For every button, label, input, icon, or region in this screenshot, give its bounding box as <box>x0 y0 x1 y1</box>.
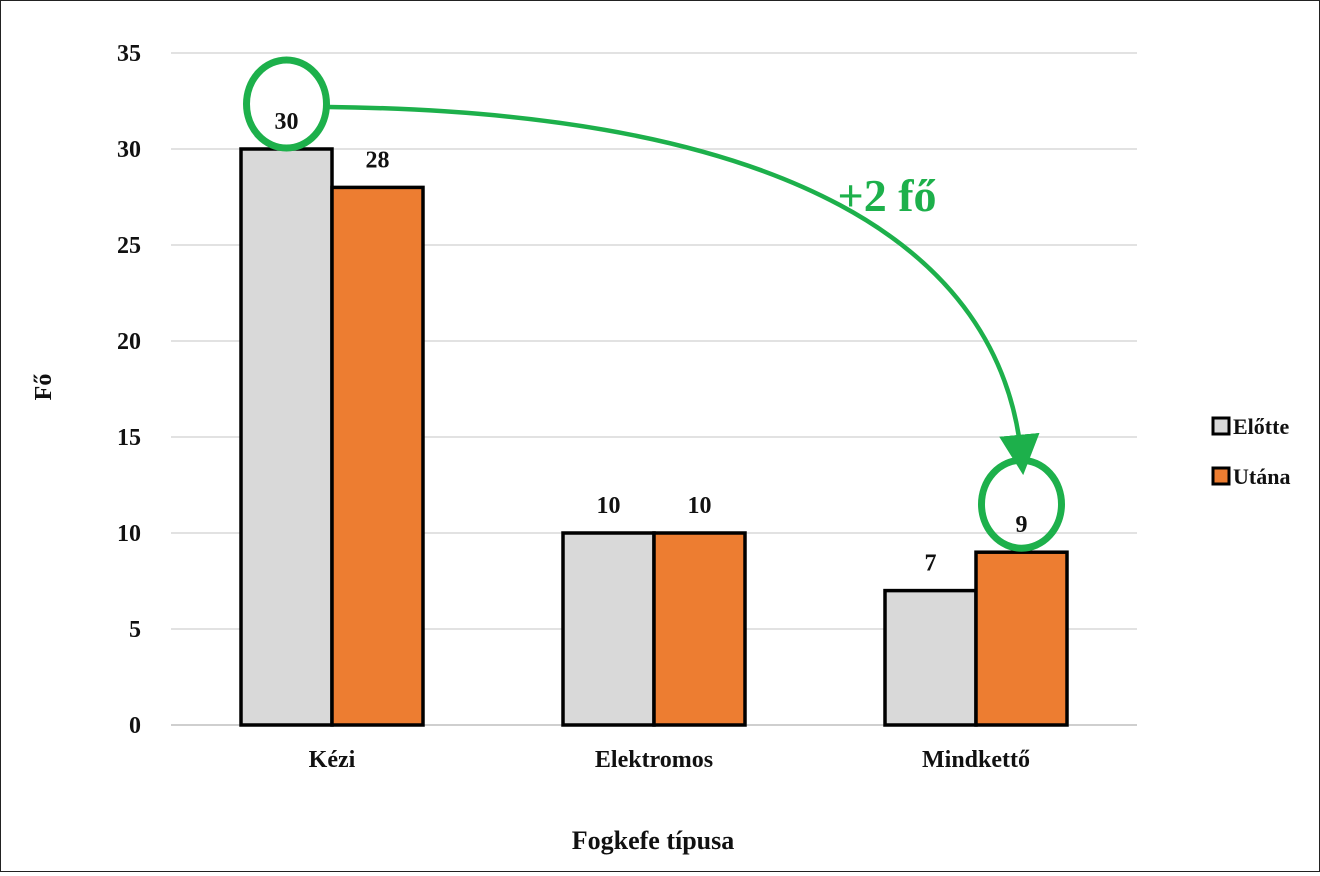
y-tick-label: 35 <box>117 41 141 67</box>
x-tick-label: Elektromos <box>595 747 713 773</box>
y-axis: 0 5 10 15 20 25 30 35 Kézi Elektromos Mindkettő <box>117 41 1030 773</box>
bar <box>883 588 978 727</box>
data-label: 7 <box>925 551 937 577</box>
y-tick-label: 25 <box>117 233 141 259</box>
x-axis-title: Fogkefe típusa <box>572 826 735 855</box>
bar <box>652 531 747 727</box>
annotation-label: +2 fő <box>837 170 936 221</box>
data-label: 10 <box>597 493 621 519</box>
arrow <box>328 104 1040 476</box>
annotation: +2 fő <box>243 56 1065 552</box>
highlight-circle <box>243 56 330 152</box>
data-label: 9 <box>1016 512 1028 538</box>
bars <box>239 147 1069 727</box>
legend-label: Utána <box>1233 464 1290 489</box>
legend: Előtte Utána <box>1211 414 1290 489</box>
data-labels: 30 28 10 10 7 9 <box>275 109 1028 577</box>
legend-swatch <box>1211 416 1231 436</box>
legend-swatch <box>1211 466 1231 486</box>
x-tick-label: Mindkettő <box>922 747 1030 773</box>
bar <box>561 531 656 727</box>
legend-label: Előtte <box>1233 414 1289 439</box>
bar <box>239 147 334 727</box>
data-label: 10 <box>688 493 712 519</box>
bar <box>974 550 1069 727</box>
y-axis-title: Fő <box>31 374 57 401</box>
y-tick-label: 30 <box>117 137 141 163</box>
y-tick-label: 5 <box>129 617 141 643</box>
y-tick-label: 10 <box>117 521 141 547</box>
x-tick-label: Kézi <box>309 747 356 773</box>
y-tick-label: 0 <box>129 713 141 739</box>
y-tick-label: 15 <box>117 425 141 451</box>
data-label: 30 <box>275 109 299 135</box>
data-label: 28 <box>366 147 390 173</box>
bar <box>330 185 425 727</box>
y-tick-label: 20 <box>117 329 141 355</box>
